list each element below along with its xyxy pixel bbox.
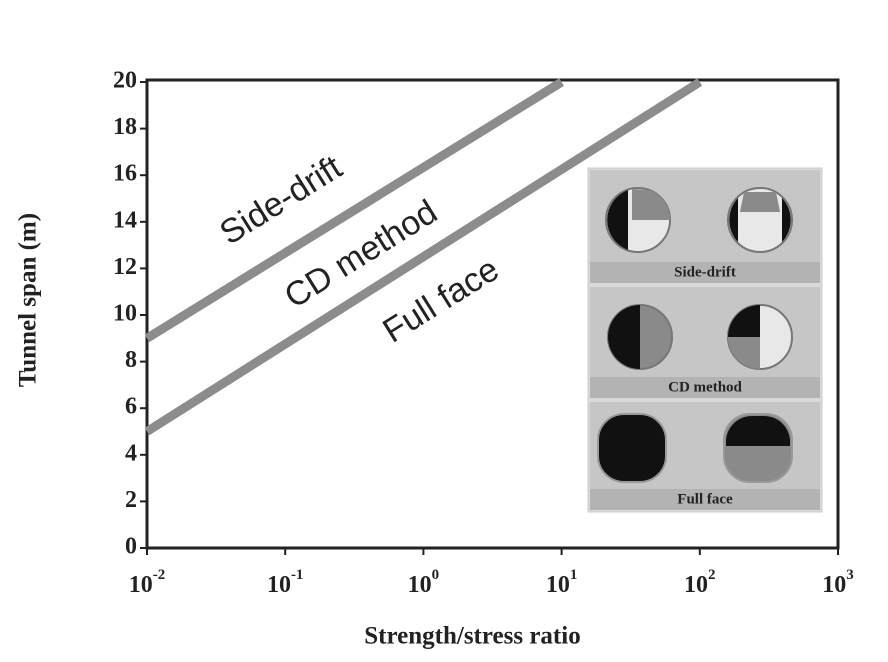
panel-strip: [590, 377, 820, 398]
x-tick-label: 10-1: [267, 567, 304, 597]
x-tick-base: 10: [129, 572, 153, 598]
x-tick-exponent: -1: [291, 567, 304, 583]
tunnel-drift: [607, 190, 628, 250]
x-tick-exponent: 2: [708, 567, 716, 583]
tunnel-drift: [782, 198, 791, 242]
x-tick-base: 10: [684, 572, 708, 598]
series-line: [144, 78, 703, 436]
y-tick-label: 8: [125, 347, 137, 373]
series-line: [144, 78, 564, 343]
y-axis-title: Tunnel span (m): [15, 213, 42, 387]
y-tick-label: 2: [125, 487, 137, 513]
tunnel-part: [632, 189, 671, 220]
x-tick-exponent: 0: [432, 567, 440, 583]
y-tick-label: 18: [113, 114, 137, 140]
tunnel-part: [608, 305, 640, 369]
tunnel-part: [740, 192, 780, 212]
x-tick-base: 10: [822, 572, 846, 598]
panel-label: Full face: [677, 491, 733, 507]
panel-strip: [590, 489, 820, 510]
x-tick-base: 10: [408, 572, 432, 598]
y-tick-label: 20: [113, 68, 137, 94]
y-tick-label: 16: [113, 161, 137, 187]
region-label: Side-drift: [213, 148, 349, 253]
y-tick-label: 6: [125, 394, 137, 420]
x-tick-base: 10: [546, 572, 570, 598]
panel-strip: [590, 262, 820, 283]
y-tick-label: 4: [125, 440, 137, 466]
y-tick-label: 14: [113, 207, 137, 233]
tunnel-shape: [597, 413, 667, 483]
tunnel-drift: [729, 198, 738, 242]
panel-label: CD method: [668, 379, 742, 395]
x-tick-label: 103: [822, 567, 854, 597]
x-tick-base: 10: [267, 572, 291, 598]
tunnel-part: [726, 415, 790, 446]
x-tick-exponent: 3: [846, 567, 854, 583]
x-tick-label: 100: [408, 567, 440, 597]
y-tick-label: 12: [113, 254, 137, 280]
x-axis-title: Strength/stress ratio: [364, 623, 580, 650]
tunnel-part: [728, 305, 760, 337]
x-tick-exponent: 1: [570, 567, 578, 583]
inset: Side-drift CD method Full face: [587, 167, 823, 513]
panel-label: Side-drift: [674, 264, 736, 280]
x-tick-label: 101: [546, 567, 578, 597]
y-tick-label: 0: [125, 534, 137, 560]
x-tick-label: 102: [684, 567, 716, 597]
y-tick-label: 10: [113, 301, 137, 327]
region-label: Full face: [376, 250, 505, 350]
x-tick-label: 10-2: [129, 567, 166, 597]
tunnel-part: [728, 337, 760, 369]
x-tick-exponent: -2: [153, 567, 166, 583]
